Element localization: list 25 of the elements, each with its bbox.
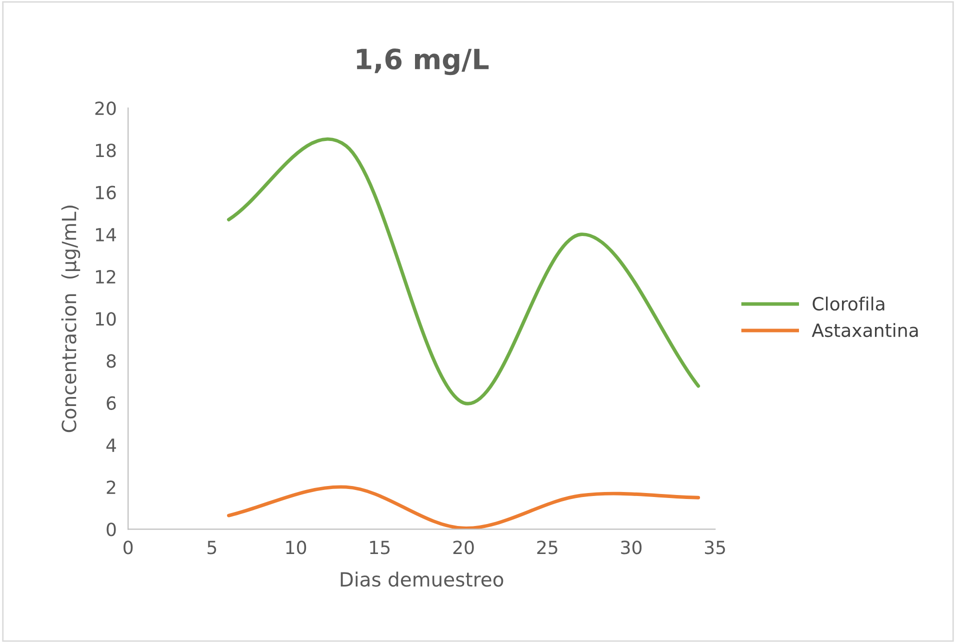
line-series (226, 485, 700, 530)
y-tick-label: 16 (96, 186, 116, 200)
chart-title: 1,6 mg/L (356, 48, 489, 76)
legend-label: Astaxantina (812, 323, 918, 338)
y-tick-label: 4 (106, 438, 116, 452)
y-tick-label: 12 (96, 270, 116, 284)
y-axis-title: Concentracion (µg/mL) (61, 206, 80, 432)
x-tick-label: 35 (704, 540, 725, 554)
x-tick-label: 10 (286, 540, 306, 554)
x-axis-title: Dias demuestreo (340, 572, 504, 587)
y-tick-label: 14 (96, 228, 116, 242)
x-tick-label: 15 (370, 540, 390, 554)
y-tick-label: 6 (106, 396, 116, 410)
x-tick-label: 20 (453, 540, 474, 554)
x-tick-label: 5 (208, 540, 216, 554)
y-tick-label: 8 (106, 354, 116, 368)
legend-label: Clorofila (812, 296, 884, 311)
x-tick-label: 30 (621, 540, 642, 554)
y-tick-label: 0 (106, 522, 116, 536)
x-tick-label: 0 (124, 540, 133, 554)
y-tick-label: 2 (106, 480, 116, 494)
y-tick-label: 18 (96, 144, 116, 158)
y-tick-label: 20 (95, 101, 116, 116)
y-tick-label: 10 (96, 312, 116, 326)
x-tick-label: 25 (537, 540, 558, 554)
